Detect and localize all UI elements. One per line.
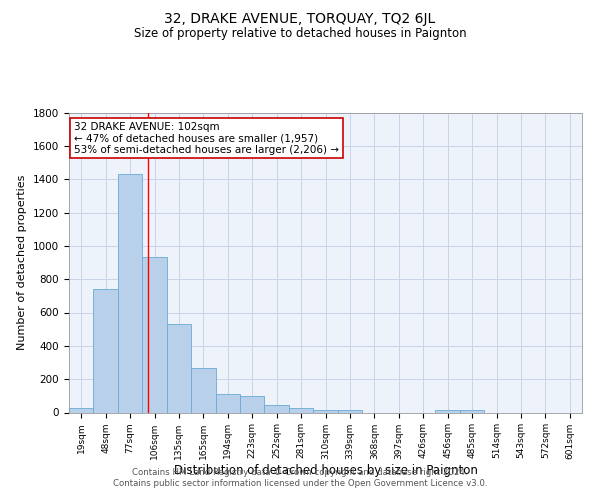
Bar xyxy=(240,396,265,412)
Bar xyxy=(289,408,313,412)
Text: Contains HM Land Registry data © Crown copyright and database right 2024.
Contai: Contains HM Land Registry data © Crown c… xyxy=(113,468,487,487)
Bar xyxy=(313,410,338,412)
Text: 32, DRAKE AVENUE, TORQUAY, TQ2 6JL: 32, DRAKE AVENUE, TORQUAY, TQ2 6JL xyxy=(164,12,436,26)
X-axis label: Distribution of detached houses by size in Paignton: Distribution of detached houses by size … xyxy=(173,464,478,477)
Bar xyxy=(191,368,215,412)
Bar xyxy=(69,408,94,412)
Bar xyxy=(215,394,240,412)
Bar xyxy=(338,410,362,412)
Y-axis label: Number of detached properties: Number of detached properties xyxy=(17,175,28,350)
Bar xyxy=(460,410,484,412)
Text: 32 DRAKE AVENUE: 102sqm
← 47% of detached houses are smaller (1,957)
53% of semi: 32 DRAKE AVENUE: 102sqm ← 47% of detache… xyxy=(74,122,339,154)
Bar xyxy=(142,256,167,412)
Bar xyxy=(94,289,118,412)
Text: Size of property relative to detached houses in Paignton: Size of property relative to detached ho… xyxy=(134,28,466,40)
Bar xyxy=(436,410,460,412)
Bar xyxy=(265,405,289,412)
Bar xyxy=(118,174,142,412)
Bar xyxy=(167,324,191,412)
